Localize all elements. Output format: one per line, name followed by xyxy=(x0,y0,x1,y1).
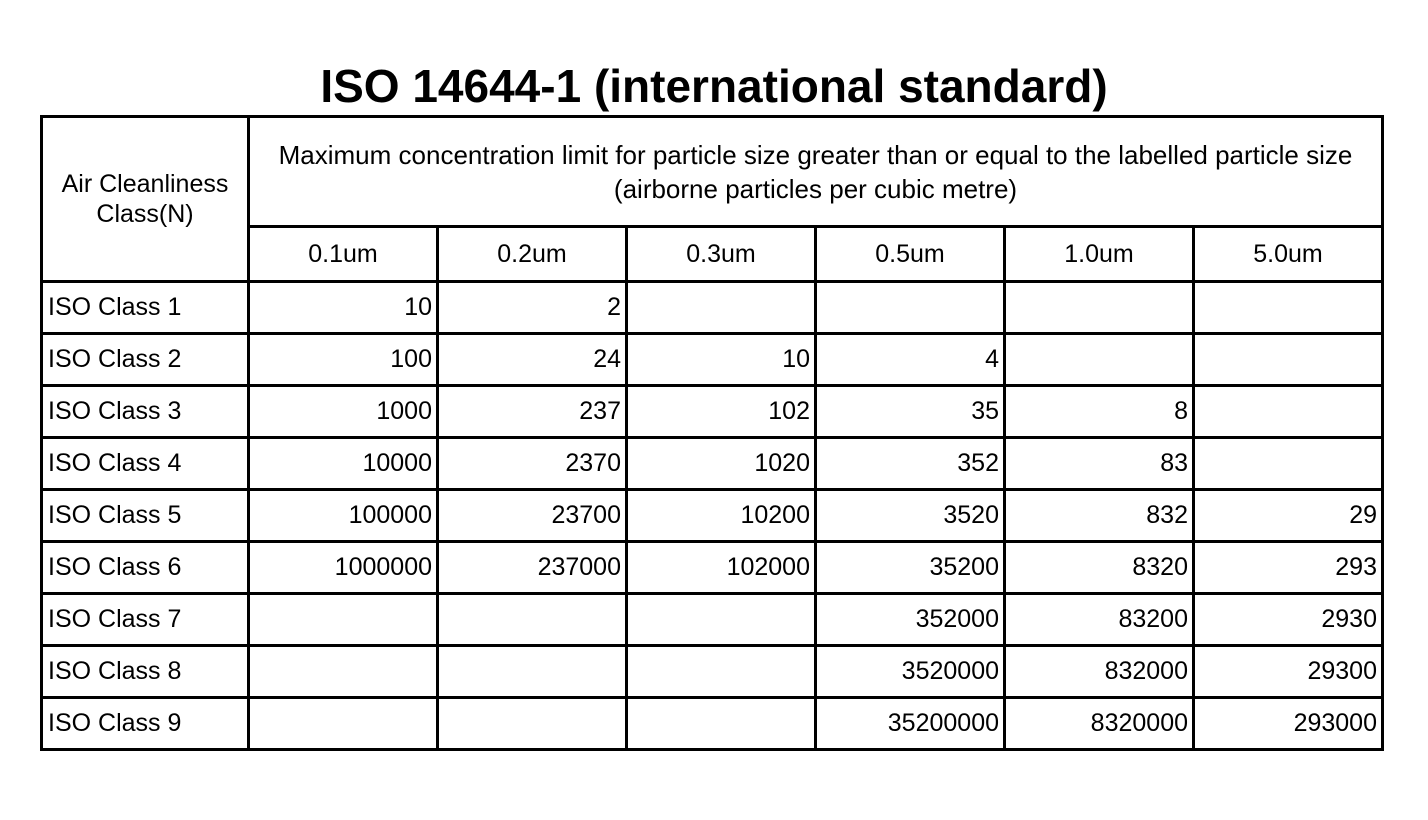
concentration-cell xyxy=(1192,384,1384,439)
concentration-cell: 10 xyxy=(625,332,817,387)
table-row: ISO Class 1 10 2 xyxy=(40,280,1384,335)
table-row: ISO Class 3 1000 237 102 35 8 xyxy=(40,384,1384,439)
concentration-cell: 237000 xyxy=(436,540,628,595)
concentration-cell xyxy=(625,592,817,647)
concentration-cell: 35200000 xyxy=(814,696,1006,751)
concentration-cell: 2 xyxy=(436,280,628,335)
concentration-cell xyxy=(625,280,817,335)
concentration-cell: 102000 xyxy=(625,540,817,595)
concentration-cell xyxy=(625,696,817,751)
class-label: ISO Class 7 xyxy=(40,592,250,647)
concentration-cell: 29300 xyxy=(1192,644,1384,699)
concentration-cell: 100000 xyxy=(247,488,439,543)
concentration-cell xyxy=(436,592,628,647)
table-row: ISO Class 9 35200000 8320000 293000 xyxy=(40,696,1384,751)
class-column-header: Air Cleanliness Class(N) xyxy=(40,115,250,283)
table-row: ISO Class 5 100000 23700 10200 3520 832 29 xyxy=(40,488,1384,543)
concentration-cell: 23700 xyxy=(436,488,628,543)
concentration-cell: 102 xyxy=(625,384,817,439)
concentration-cell: 832000 xyxy=(1003,644,1195,699)
concentration-cell xyxy=(1003,332,1195,387)
concentration-cell: 10000 xyxy=(247,436,439,491)
concentration-cell: 10 xyxy=(247,280,439,335)
concentration-cell: 1000 xyxy=(247,384,439,439)
concentration-cell: 35 xyxy=(814,384,1006,439)
particle-size-header: 0.3um xyxy=(625,225,817,283)
concentration-cell: 2370 xyxy=(436,436,628,491)
concentration-cell: 83 xyxy=(1003,436,1195,491)
concentration-cell: 83200 xyxy=(1003,592,1195,647)
class-label: ISO Class 8 xyxy=(40,644,250,699)
concentration-cell xyxy=(247,644,439,699)
table-row: ISO Class 7 352000 83200 2930 xyxy=(40,592,1384,647)
concentration-cell: 35200 xyxy=(814,540,1006,595)
page-title: ISO 14644-1 (international standard) xyxy=(320,60,1108,112)
particle-size-row: 0.1um 0.2um 0.3um 0.5um 1.0um 5.0um xyxy=(42,225,1384,283)
concentration-cell: 1020 xyxy=(625,436,817,491)
concentration-cell xyxy=(1192,436,1384,491)
particle-size-header: 5.0um xyxy=(1192,225,1384,283)
concentration-cell: 8 xyxy=(1003,384,1195,439)
concentration-cell xyxy=(247,696,439,751)
concentration-cell xyxy=(247,592,439,647)
concentration-cell: 100 xyxy=(247,332,439,387)
concentration-cell xyxy=(625,644,817,699)
concentration-cell: 832 xyxy=(1003,488,1195,543)
concentration-cell: 352000 xyxy=(814,592,1006,647)
concentration-cell: 3520 xyxy=(814,488,1006,543)
class-label: ISO Class 9 xyxy=(40,696,250,751)
table-row: ISO Class 6 1000000 237000 102000 35200 8320 2… xyxy=(40,540,1384,595)
concentration-cell: 8320 xyxy=(1003,540,1195,595)
concentration-cell: 10200 xyxy=(625,488,817,543)
class-label: ISO Class 5 xyxy=(40,488,250,543)
class-label: ISO Class 3 xyxy=(40,384,250,439)
class-label: ISO Class 4 xyxy=(40,436,250,491)
concentration-cell xyxy=(1192,280,1384,335)
concentration-cell xyxy=(1192,332,1384,387)
concentration-cell: 237 xyxy=(436,384,628,439)
table-row: ISO Class 8 3520000 832000 29300 xyxy=(40,644,1384,699)
concentration-cell: 352 xyxy=(814,436,1006,491)
concentration-cell: 293 xyxy=(1192,540,1384,595)
class-label: ISO Class 1 xyxy=(40,280,250,335)
concentration-cell: 29 xyxy=(1192,488,1384,543)
table-row: ISO Class 2 100 24 10 4 xyxy=(40,332,1384,387)
concentration-cell xyxy=(436,644,628,699)
particle-size-header: 0.2um xyxy=(436,225,628,283)
concentration-cell: 4 xyxy=(814,332,1006,387)
concentration-cell xyxy=(1003,280,1195,335)
concentration-cell: 24 xyxy=(436,332,628,387)
concentration-cell xyxy=(814,280,1006,335)
iso-class-table: Air Cleanliness Class(N) Maximum concent… xyxy=(40,115,1384,751)
class-label: ISO Class 2 xyxy=(40,332,250,387)
concentration-cell: 293000 xyxy=(1192,696,1384,751)
concentration-header: Maximum concentration limit for particle… xyxy=(247,115,1384,228)
header-row: Air Cleanliness Class(N) Maximum concent… xyxy=(40,115,1384,283)
table-row: ISO Class 4 10000 2370 1020 352 83 xyxy=(40,436,1384,491)
concentration-cell: 8320000 xyxy=(1003,696,1195,751)
concentration-cell: 2930 xyxy=(1192,592,1384,647)
table-body: ISO Class 1 10 2 ISO Class 2 100 24 10 4 ISO Cla… xyxy=(40,280,1384,751)
particle-size-header: 0.1um xyxy=(247,225,439,283)
concentration-cell xyxy=(436,696,628,751)
concentration-cell: 3520000 xyxy=(814,644,1006,699)
concentration-cell: 1000000 xyxy=(247,540,439,595)
class-label: ISO Class 6 xyxy=(40,540,250,595)
particle-size-header: 1.0um xyxy=(1003,225,1195,283)
particle-size-header: 0.5um xyxy=(814,225,1006,283)
